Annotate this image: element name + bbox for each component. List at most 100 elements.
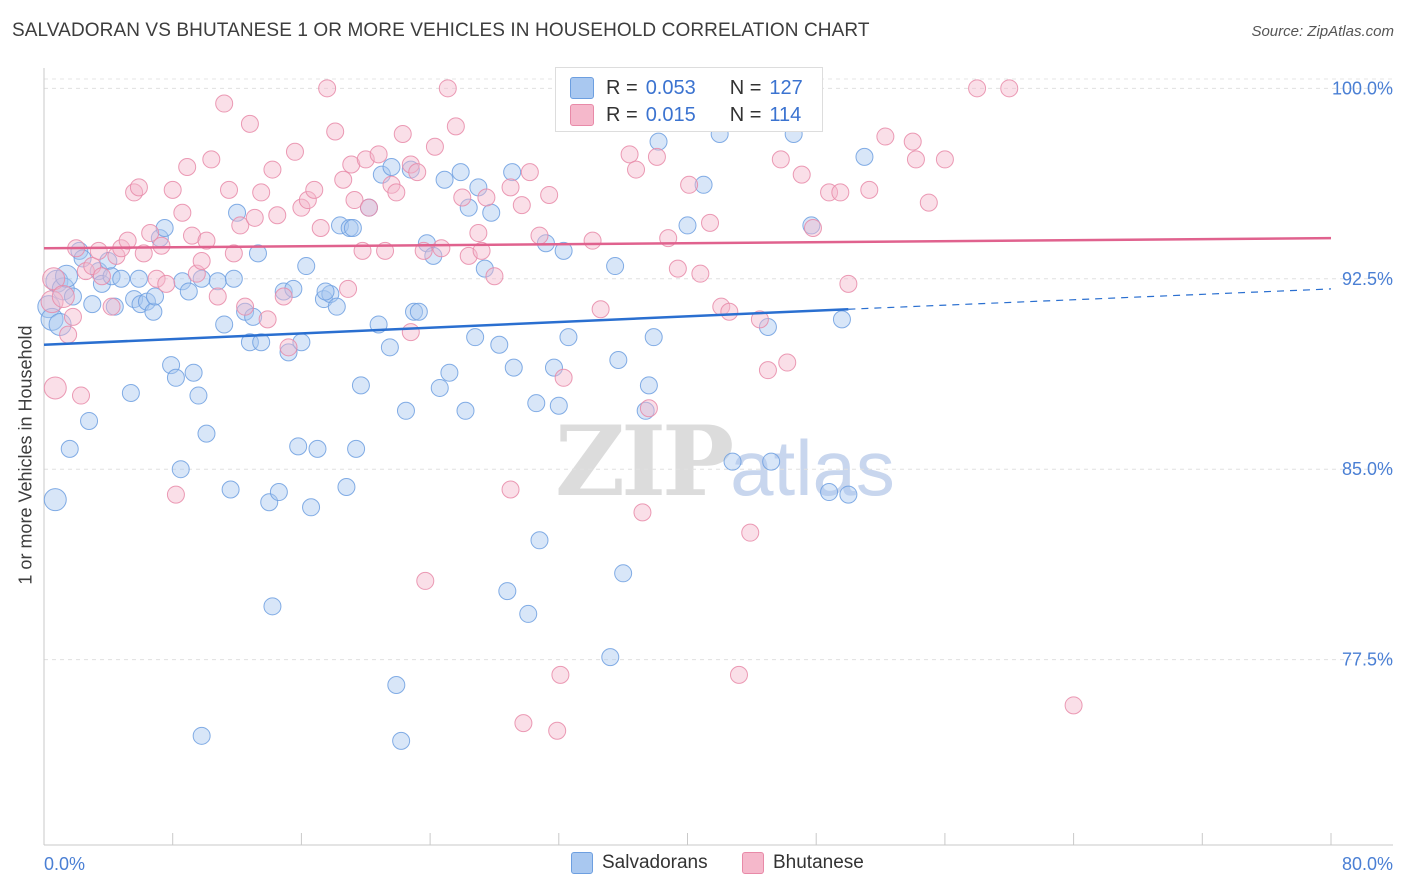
salvadoran-point (649, 132, 668, 151)
bhutanese-point (408, 163, 427, 182)
bhutanese-point (803, 218, 822, 237)
bhutanese-point (118, 231, 137, 250)
bhutanese-point (220, 180, 239, 199)
salvadoran-point (405, 302, 424, 321)
bhutanese-point (691, 264, 710, 283)
trend-line-salvadorans-extension (848, 288, 1332, 310)
legend-n-label: N = (729, 76, 762, 99)
bhutanese-point (59, 325, 78, 344)
bhutanese-point (591, 300, 610, 319)
salvadoran-point (316, 282, 335, 301)
salvadoran-point (171, 460, 190, 479)
bhutanese-point (729, 665, 748, 684)
salvadoran-point (519, 604, 538, 623)
bhutanese-point (860, 180, 879, 199)
x-tick-label: 80.0% (1342, 854, 1393, 874)
salvadoran-point (459, 198, 478, 217)
bhutanese-point (1000, 79, 1019, 98)
salvadoran-point (503, 163, 522, 182)
bhutanese-point (292, 198, 311, 217)
bhutanese-point (446, 117, 465, 136)
salvadoran-point (192, 269, 211, 288)
bhutanese-point (192, 251, 211, 270)
bhutanese-point (178, 158, 197, 177)
bhutanese-point (485, 267, 504, 286)
salvadoran-point (129, 269, 148, 288)
bhutanese-point (141, 224, 160, 243)
bhutanese-point (339, 279, 358, 298)
bhutanese-point (334, 170, 353, 189)
bhutanese-point (935, 150, 954, 169)
salvadoran-point (430, 378, 449, 397)
salvadoran-point (347, 439, 366, 458)
legend-row-salvadorans: R = 0.053 N = 127 (570, 75, 803, 101)
bhutanese-point (89, 241, 108, 260)
salvadoran-point (409, 302, 428, 321)
bhutanese-point (680, 175, 699, 194)
salvadoran-point (559, 328, 578, 347)
salvadoran-point (456, 401, 475, 420)
salvadoran-point (380, 338, 399, 357)
bhutanese-point (252, 183, 271, 202)
bhutanese-point (298, 191, 317, 210)
bhutanese-point (279, 338, 298, 357)
salvadoran-point (83, 295, 102, 314)
bhutanese-point (42, 267, 66, 291)
bhutanese-point (40, 290, 64, 314)
salvadoran-point (614, 564, 633, 583)
legend-r-value: 0.053 (645, 76, 696, 99)
salvadoran-point (482, 203, 501, 222)
bhutanese-point (512, 196, 531, 215)
salvadoran-point (636, 401, 655, 420)
bhutanese-point (163, 180, 182, 199)
legend-swatch-salvadorans (571, 852, 593, 874)
salvadoran-point (466, 328, 485, 347)
bhutanese-point (311, 218, 330, 237)
x-tick-label: 0.0% (44, 854, 85, 874)
salvadoran-point (554, 241, 573, 260)
y-tick-label: 77.5% (1342, 650, 1393, 670)
bhutanese-point (173, 203, 192, 222)
salvadoran-point (197, 424, 216, 443)
salvadoran-point (173, 272, 192, 291)
salvadoran-point (80, 411, 99, 430)
bhutanese-point (166, 485, 185, 504)
bhutanese-point (968, 79, 987, 98)
bhutanese-point (92, 267, 111, 286)
legend-row-bhutanese: R = 0.015 N = 114 (570, 102, 801, 128)
salvadoran-point (832, 310, 851, 329)
bhutanese-point (701, 213, 720, 232)
salvadoran-point (440, 363, 459, 382)
salvadoran-point (644, 328, 663, 347)
bhutanese-point (876, 127, 895, 146)
bhutanese-point (236, 297, 255, 316)
bhutanese-point (401, 323, 420, 342)
salvadoran-point (144, 302, 163, 321)
salvadoran-point (530, 531, 549, 550)
bhutanese-point (620, 145, 639, 164)
y-tick-label: 85.0% (1342, 459, 1393, 479)
series-legend: Salvadorans Bhutanese (0, 852, 1406, 878)
bhutanese-point (215, 94, 234, 113)
stats-legend: R = 0.053 N = 127 R = 0.015 N = 114 (555, 67, 823, 132)
legend-swatch-bhutanese (742, 852, 764, 874)
source-label: Source: ZipAtlas.com (1251, 23, 1394, 40)
salvadoran-point (297, 257, 316, 276)
bhutanese-point (326, 122, 345, 141)
bhutanese-point (668, 259, 687, 278)
bhutanese-point (453, 188, 472, 207)
salvadoran-point (263, 597, 282, 616)
legend-item-salvadorans[interactable]: Salvadorans (571, 852, 708, 874)
legend-item-bhutanese[interactable]: Bhutanese (742, 852, 864, 874)
bhutanese-point (157, 274, 176, 293)
salvadoran-point (279, 343, 298, 362)
salvadoran-point (112, 269, 131, 288)
salvadoran-point (387, 676, 406, 695)
salvadoran-point (302, 498, 321, 517)
chart-title: SALVADORAN VS BHUTANESE 1 OR MORE VEHICL… (12, 20, 870, 41)
bhutanese-point (183, 226, 202, 245)
salvadoran-point (498, 582, 517, 601)
bhutanese-point (839, 274, 858, 293)
salvadoran-point (189, 386, 208, 405)
bhutanese-point (224, 244, 243, 263)
